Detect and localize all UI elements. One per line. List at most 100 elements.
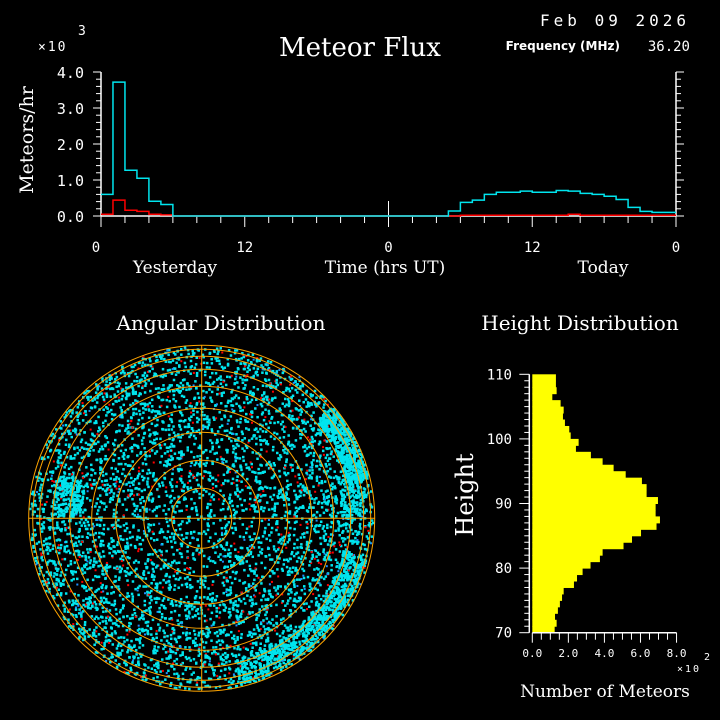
meteor-point (101, 421, 105, 425)
meteor-point (207, 628, 210, 631)
meteor-point (167, 360, 171, 364)
meteor-point (314, 603, 318, 607)
meteor-point (164, 512, 168, 516)
meteor-point (77, 604, 80, 607)
meteor-point (134, 559, 138, 562)
meteor-point (195, 677, 199, 681)
meteor-point (243, 449, 246, 453)
meteor-point (246, 397, 249, 401)
meteor-point (197, 634, 200, 637)
meteor-point (314, 530, 318, 534)
meteor-point (90, 487, 94, 490)
meteor-point (138, 536, 142, 539)
meteor-point (246, 366, 250, 370)
meteor-point (152, 523, 156, 526)
meteor-point (285, 386, 288, 390)
meteor-point (46, 563, 49, 566)
meteor-point (252, 676, 255, 679)
meteor-point (59, 420, 63, 423)
meteor-point (161, 388, 164, 392)
meteor-point (235, 685, 238, 688)
meteor-point (300, 606, 303, 610)
meteor-point (72, 570, 75, 573)
meteor-point (250, 415, 254, 419)
meteor-point (191, 553, 195, 557)
meteor-point (85, 630, 88, 633)
meteor-point (189, 402, 192, 405)
meteor-point (241, 439, 244, 442)
meteor-point (192, 641, 195, 645)
meteor-point (148, 370, 151, 373)
meteor-point (78, 449, 82, 452)
meteor-point (179, 597, 183, 601)
meteor-point (146, 403, 149, 406)
meteor-point (143, 391, 147, 394)
meteor-point (158, 522, 161, 525)
meteor-point (139, 452, 142, 455)
meteor-point (265, 638, 268, 642)
meteor-point (60, 464, 63, 467)
meteor-point (259, 443, 263, 446)
meteor-point (63, 450, 66, 454)
meteor-point (100, 501, 104, 505)
meteor-point (133, 504, 136, 507)
meteor-point (99, 468, 102, 472)
meteor-point (338, 541, 341, 544)
meteor-point (356, 542, 359, 545)
meteor-point (121, 394, 124, 398)
meteor-point (268, 398, 271, 401)
meteor-point (316, 588, 320, 592)
meteor-point (334, 486, 337, 490)
meteor-point (148, 613, 152, 616)
meteor-point (164, 678, 167, 681)
meteor-point (99, 582, 102, 585)
meteor-point (116, 390, 120, 393)
meteor-point (33, 550, 36, 553)
meteor-point (50, 477, 53, 480)
meteor-point (331, 482, 334, 485)
meteor-point (128, 621, 131, 625)
meteor-point (252, 628, 256, 631)
meteor-point (260, 552, 263, 555)
meteor-point (335, 514, 338, 518)
meteor-point (88, 547, 92, 551)
meteor-point (295, 509, 299, 513)
meteor-point (84, 585, 88, 589)
meteor-point (173, 686, 177, 690)
meteor-point (41, 503, 44, 506)
meteor-point (212, 621, 216, 624)
meteor-point (119, 653, 122, 656)
meteor-point (152, 563, 156, 566)
meteor-point (257, 678, 261, 682)
meteor-point (199, 659, 203, 662)
meteor-point (192, 671, 195, 674)
meteor-point (302, 400, 305, 404)
meteor-point (162, 629, 165, 632)
meteor-point (139, 450, 143, 454)
meteor-point (282, 498, 286, 502)
meteor-point (269, 435, 273, 438)
meteor-point (103, 642, 106, 645)
meteor-point (356, 531, 360, 534)
meteor-point (313, 403, 317, 406)
meteor-point (134, 575, 138, 578)
meteor-point (194, 637, 197, 640)
meteor-point (172, 397, 175, 401)
meteor-point (122, 489, 125, 493)
meteor-point (147, 498, 151, 502)
meteor-point (326, 584, 329, 587)
meteor-point (137, 529, 140, 532)
meteor-point (103, 483, 106, 487)
meteor-point (98, 494, 102, 497)
meteor-point (163, 563, 166, 566)
meteor-point (293, 597, 296, 601)
meteor-point (64, 443, 68, 446)
meteor-point (163, 631, 166, 635)
meteor-point (190, 450, 193, 454)
meteor-point (48, 542, 52, 546)
meteor-point (236, 638, 239, 641)
meteor-point (269, 558, 272, 561)
meteor-point (231, 636, 234, 640)
meteor-point (309, 424, 312, 427)
meteor-point (64, 463, 68, 467)
